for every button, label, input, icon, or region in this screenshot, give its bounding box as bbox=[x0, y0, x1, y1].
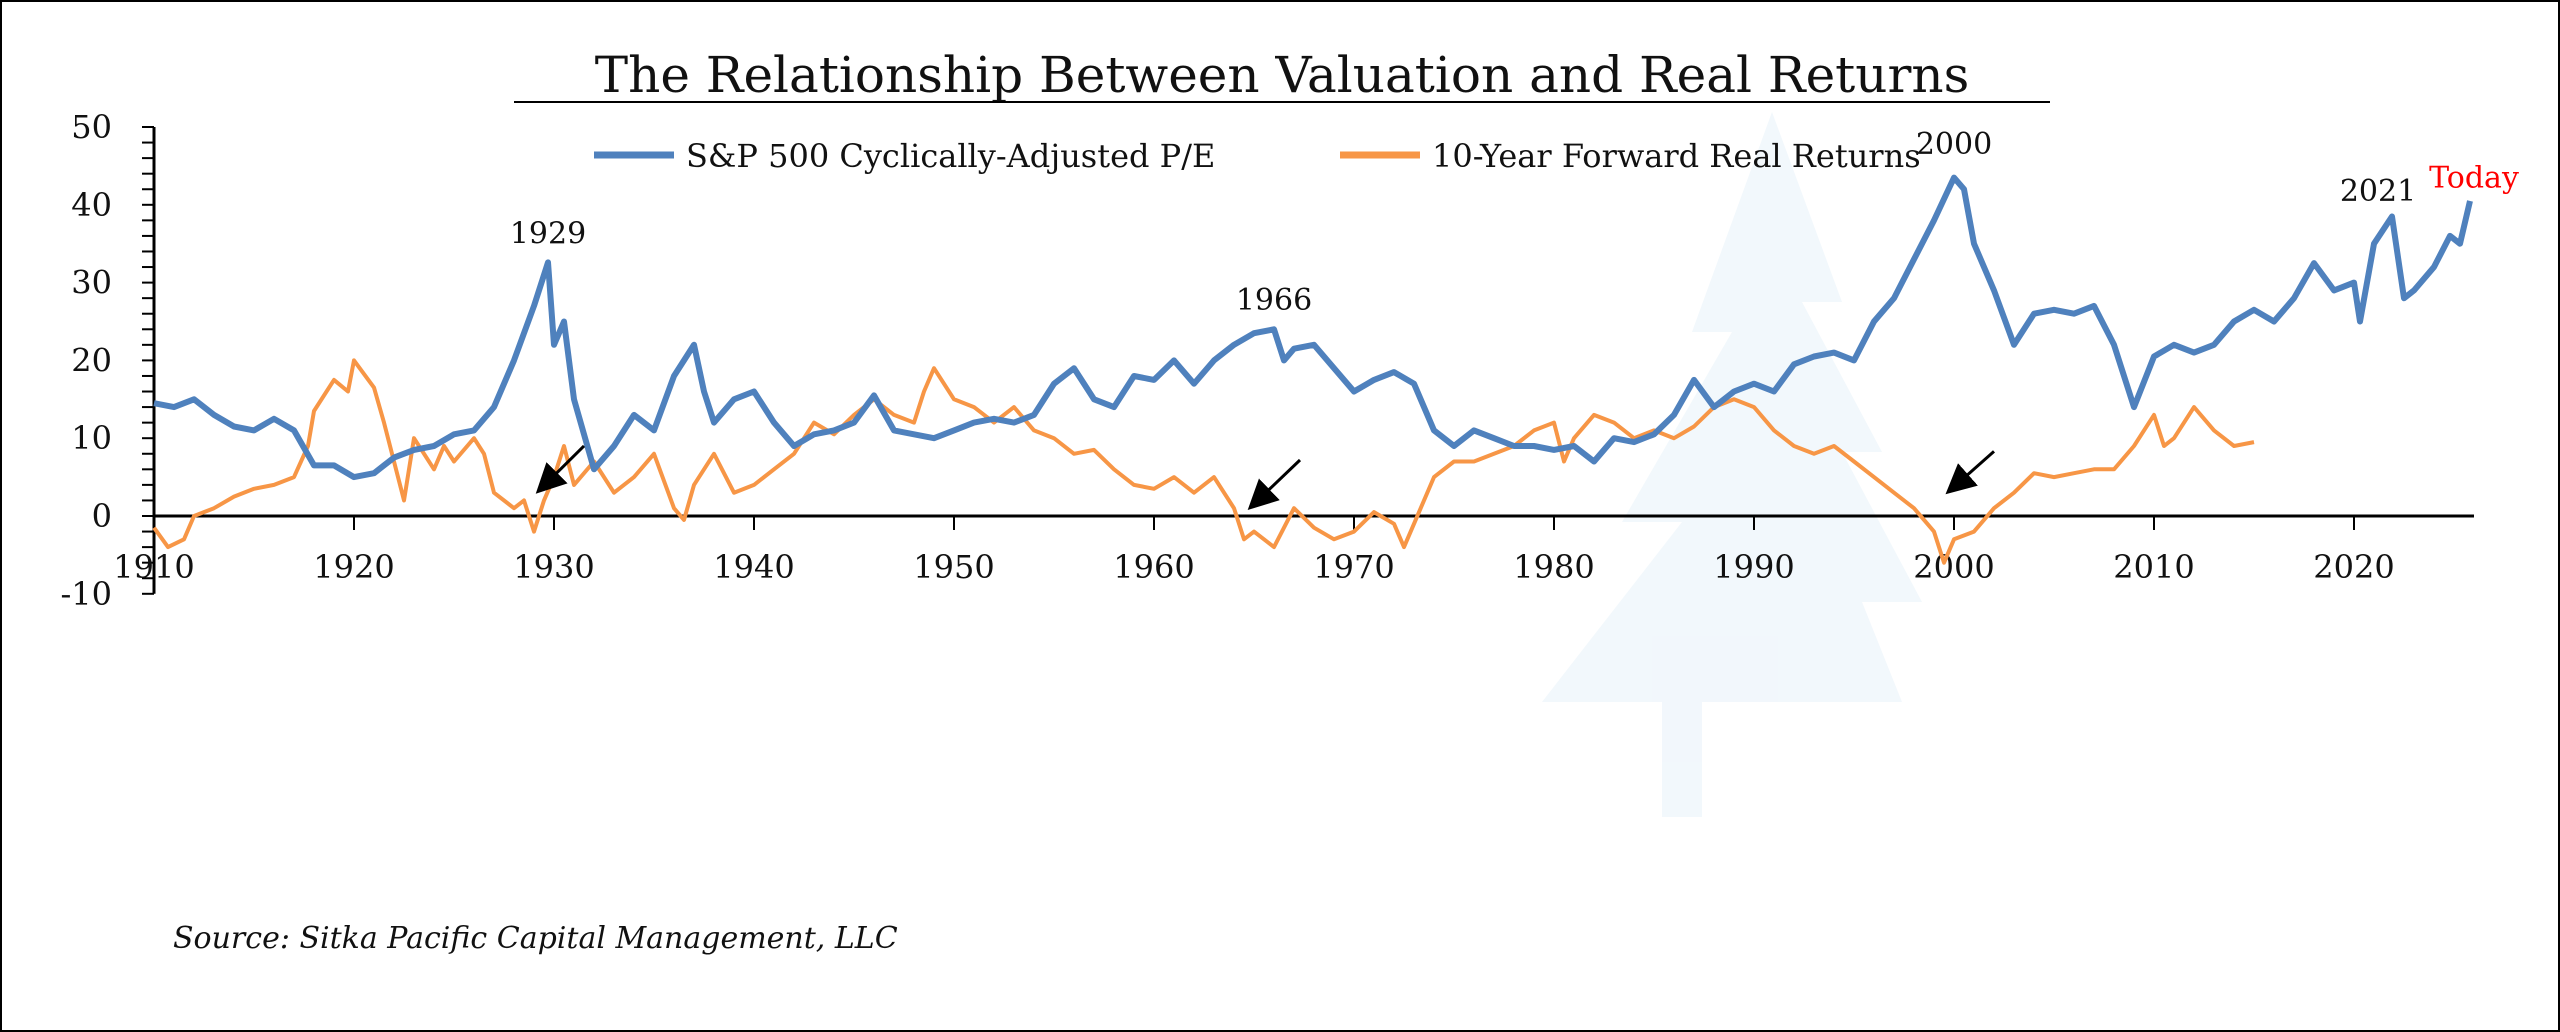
annotation-label: 1929 bbox=[510, 217, 586, 252]
x-tick-label: 1970 bbox=[1313, 548, 1394, 586]
x-tick-label: 1950 bbox=[913, 548, 994, 586]
y-tick-label: 10 bbox=[71, 419, 112, 457]
y-tick-label: 0 bbox=[92, 497, 112, 535]
x-tick-label: 1930 bbox=[513, 548, 594, 586]
source-note: Source: Sitka Pacific Capital Management… bbox=[173, 921, 898, 956]
series-line-cape bbox=[153, 174, 2473, 481]
annotation-label: 2000 bbox=[1916, 127, 1992, 162]
x-tick-label: 2020 bbox=[2313, 548, 2394, 586]
annotation-label: 2021 bbox=[2340, 174, 2416, 209]
annotation-label: 1966 bbox=[1236, 283, 1312, 318]
annotation-arrow bbox=[1247, 458, 1302, 511]
x-tick-label: 1980 bbox=[1513, 548, 1594, 586]
x-tick-label: 1960 bbox=[1113, 548, 1194, 586]
annotation-label: Today bbox=[2429, 161, 2519, 196]
chart-title: The Relationship Between Valuation and R… bbox=[595, 46, 1969, 104]
x-tick-label: 2010 bbox=[2113, 548, 2194, 586]
legend-label-returns: 10-Year Forward Real Returns bbox=[1432, 137, 1921, 175]
x-tick-label: 2000 bbox=[1913, 548, 1994, 586]
annotation-arrow bbox=[1945, 450, 1995, 495]
x-tick-label: 1940 bbox=[713, 548, 794, 586]
series-line-returns bbox=[152, 358, 2255, 565]
y-tick-label: -10 bbox=[60, 575, 112, 613]
x-tick-label: 1990 bbox=[1713, 548, 1794, 586]
y-tick-label: 30 bbox=[71, 264, 112, 302]
y-tick-label: 40 bbox=[71, 186, 112, 224]
legend-label-cape: S&P 500 Cyclically-Adjusted P/E bbox=[686, 137, 1215, 175]
legend: S&P 500 Cyclically-Adjusted P/E 10-Year … bbox=[594, 137, 1921, 175]
tree-watermark bbox=[1542, 112, 1922, 817]
annotation-arrow bbox=[535, 444, 586, 494]
y-tick-label: 50 bbox=[71, 108, 112, 146]
x-tick-label: 1920 bbox=[313, 548, 394, 586]
y-tick-label: 20 bbox=[71, 341, 112, 379]
x-tick-label: 1910 bbox=[113, 548, 194, 586]
